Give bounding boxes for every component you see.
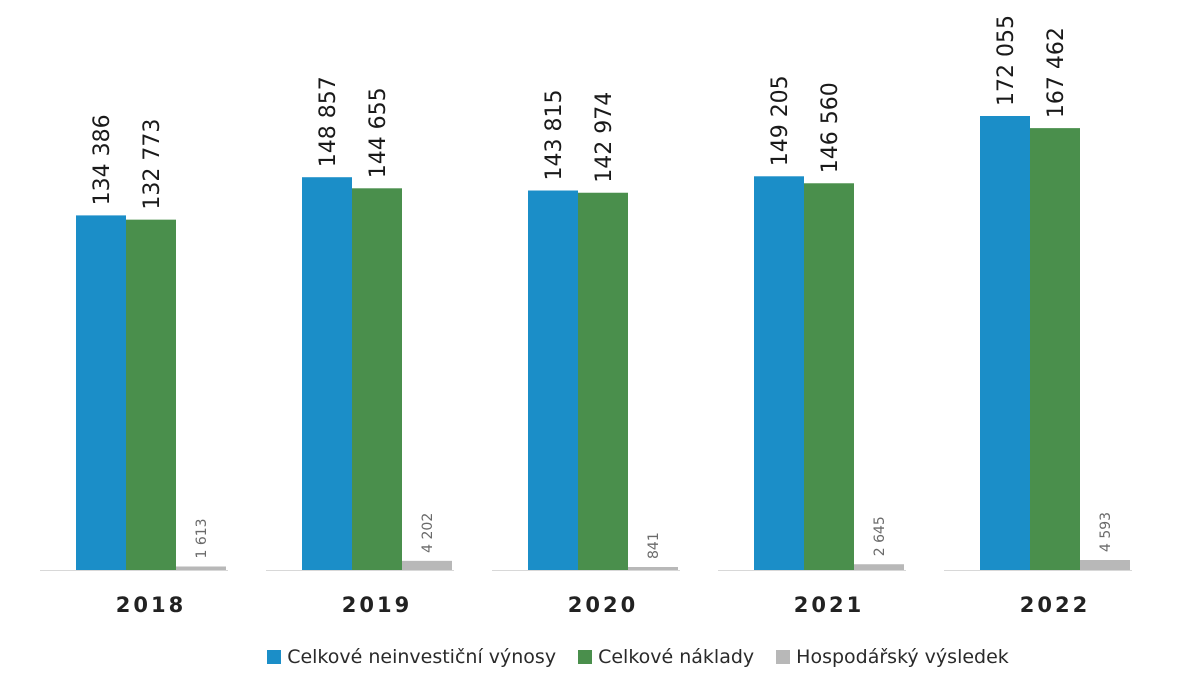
legend-label: Hospodářský výsledek — [796, 646, 1009, 668]
data-label-vysledek-2021: 2 645 — [872, 516, 888, 556]
data-label-vynosy-2020: 143 815 — [542, 90, 567, 181]
bar-vysledek-2018 — [176, 566, 226, 570]
chart-legend: Celkové neinvestiční výnosy Celkové nákla… — [0, 646, 1186, 668]
bar-naklady-2019 — [352, 188, 402, 570]
x-tick-label-2018: 2018 — [116, 593, 186, 617]
bar-naklady-2018 — [126, 219, 176, 570]
bar-naklady-2020 — [578, 192, 628, 570]
legend-item-vynosy: Celkové neinvestiční výnosy — [267, 646, 556, 668]
data-label-vynosy-2018: 134 386 — [90, 114, 115, 205]
legend-label: Celkové neinvestiční výnosy — [287, 646, 557, 668]
data-label-naklady-2020: 142 974 — [592, 92, 617, 183]
x-tick-label-2021: 2021 — [794, 593, 864, 617]
legend-swatch — [267, 650, 282, 664]
bar-naklady-2021 — [804, 183, 854, 570]
bar-vynosy-2022 — [980, 116, 1030, 570]
data-label-vynosy-2022: 172 055 — [994, 15, 1019, 106]
legend-item-naklady: Celkové náklady — [578, 646, 754, 668]
bar-vynosy-2018 — [76, 215, 126, 570]
legend-label: Celkové náklady — [598, 646, 755, 668]
data-label-vysledek-2019: 4 202 — [420, 513, 436, 553]
bar-naklady-2022 — [1030, 128, 1080, 570]
data-label-vynosy-2019: 148 857 — [316, 76, 341, 167]
data-label-naklady-2022: 167 462 — [1044, 27, 1069, 118]
data-label-naklady-2021: 146 560 — [818, 82, 843, 173]
bar-vysledek-2020 — [628, 567, 678, 570]
legend-item-vysledek: Hospodářský výsledek — [776, 646, 1009, 668]
data-label-vysledek-2020: 841 — [646, 532, 662, 559]
legend-swatch — [776, 650, 791, 664]
x-tick-label-2022: 2022 — [1020, 593, 1090, 617]
bar-vynosy-2020 — [528, 190, 578, 570]
data-label-vynosy-2021: 149 205 — [768, 75, 793, 166]
data-label-naklady-2019: 144 655 — [366, 87, 391, 178]
data-label-vysledek-2018: 1 613 — [194, 518, 210, 558]
bar-vynosy-2021 — [754, 176, 804, 570]
legend-swatch — [578, 650, 593, 664]
x-tick-label-2020: 2020 — [568, 593, 638, 617]
bar-vysledek-2022 — [1080, 560, 1130, 570]
x-tick-label-2019: 2019 — [342, 593, 412, 617]
data-label-vysledek-2022: 4 593 — [1098, 512, 1114, 552]
bar-vysledek-2019 — [402, 560, 452, 570]
data-label-naklady-2018: 132 773 — [140, 119, 165, 210]
bar-vynosy-2019 — [302, 177, 352, 571]
bar-vysledek-2021 — [854, 564, 904, 570]
